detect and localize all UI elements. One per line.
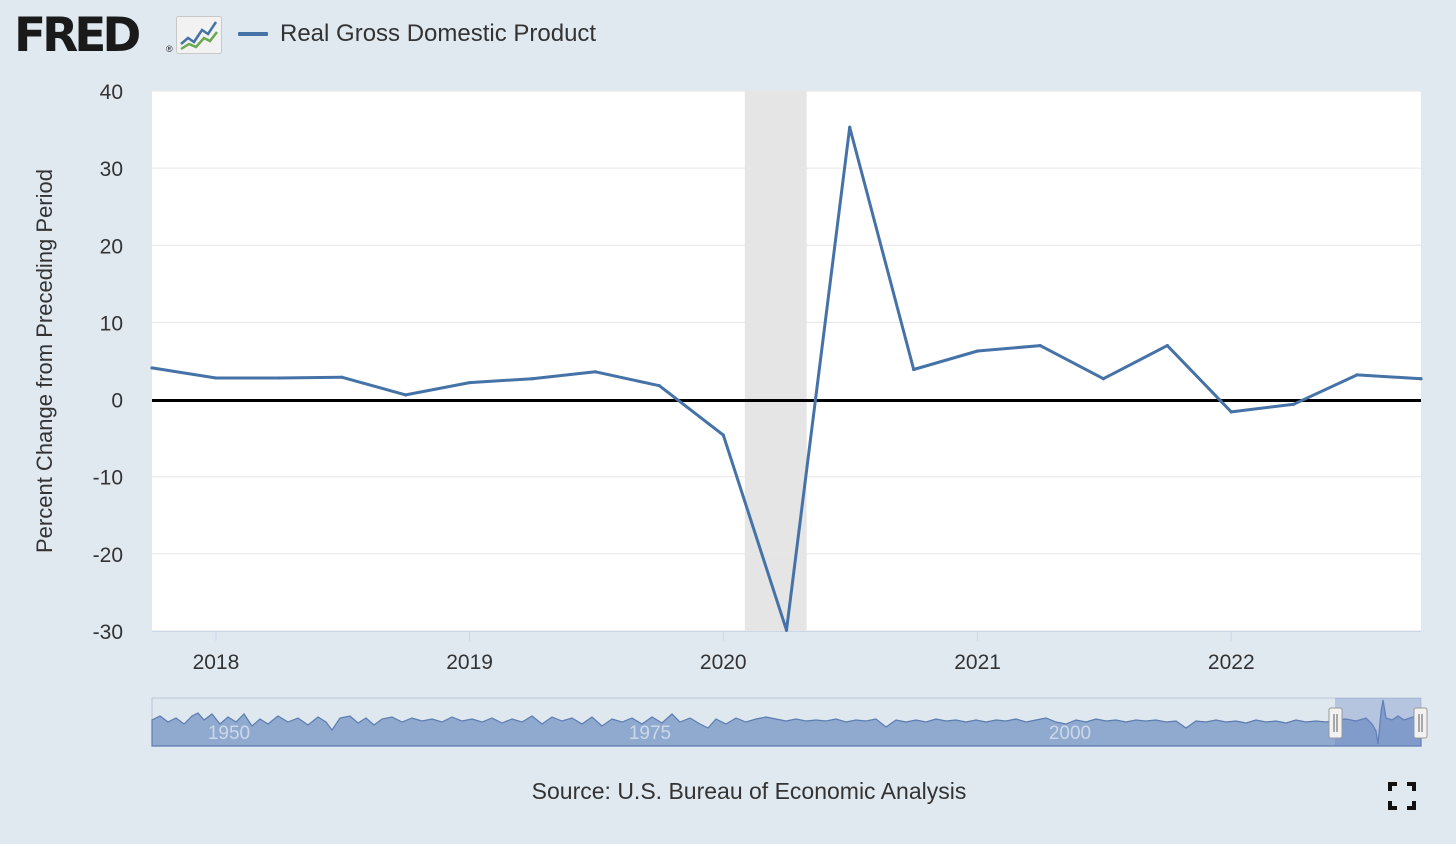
navigator-tick-labels: 1950 1975 2000 (208, 723, 1091, 744)
data-point (1101, 377, 1106, 381)
fullscreen-icon[interactable] (1388, 782, 1416, 810)
data-point (276, 376, 281, 380)
data-point (340, 375, 344, 379)
navigator-selected-range[interactable] (1335, 698, 1421, 746)
x-tick-label: 2018 (193, 651, 240, 674)
y-tick-label: 30 (100, 158, 123, 181)
data-point (593, 370, 597, 374)
y-tick-label: -20 (93, 544, 123, 567)
y-tick-label: 40 (100, 81, 123, 104)
data-point (976, 349, 980, 353)
chart-legend[interactable]: Real Gross Domestic Product (238, 16, 596, 52)
line-chart-icon (176, 16, 222, 54)
data-point (467, 381, 472, 385)
legend-label: Real Gross Domestic Product (280, 20, 597, 47)
x-axis-ticks: 2018 2019 2020 2021 2022 (152, 631, 1421, 674)
data-point (530, 377, 534, 381)
navigator-tick-label: 1975 (629, 723, 671, 744)
data-point (657, 384, 661, 388)
data-point (784, 628, 789, 632)
navigator-handle-right[interactable] (1413, 707, 1428, 739)
data-point (214, 376, 218, 380)
legend-swatch (238, 32, 268, 36)
data-point (1165, 343, 1169, 348)
navigator-handle-left[interactable] (1328, 707, 1343, 739)
y-tick-label: -30 (93, 621, 123, 644)
series-layer (150, 125, 1423, 632)
x-tick-label: 2020 (700, 651, 747, 674)
source-attribution: Source: U.S. Bureau of Economic Analysis (531, 778, 967, 804)
data-point (848, 125, 852, 129)
y-axis-title: Percent Change from Preceding Period (32, 169, 57, 553)
y-tick-label: -10 (93, 467, 123, 490)
data-point (150, 366, 154, 370)
data-point (721, 433, 725, 437)
data-point (1292, 402, 1296, 406)
range-navigator[interactable]: 1950 1975 2000 (151, 697, 1428, 747)
y-axis-ticks: -30 -20 -10 0 10 20 30 40 (93, 81, 123, 644)
navigator-tick-label: 2000 (1049, 723, 1091, 744)
navigator-series-area (151, 699, 1422, 747)
fred-logo[interactable]: FRED ® (14, 8, 224, 63)
x-tick-label: 2019 (446, 651, 493, 674)
x-tick-label: 2022 (1208, 651, 1255, 674)
data-point (1038, 343, 1042, 348)
data-point (404, 393, 408, 397)
y-tick-label: 20 (100, 235, 123, 258)
data-point (1229, 410, 1233, 414)
data-point (912, 367, 916, 372)
navigator-tick-label: 1950 (208, 723, 250, 744)
y-tick-label: 0 (111, 390, 123, 413)
data-point (1355, 373, 1359, 377)
registered-mark: ® (166, 44, 173, 54)
fred-logo-text: FRED (14, 8, 141, 63)
y-tick-label: 10 (100, 312, 123, 335)
data-point (1419, 377, 1423, 381)
x-tick-label: 2021 (954, 651, 1001, 674)
